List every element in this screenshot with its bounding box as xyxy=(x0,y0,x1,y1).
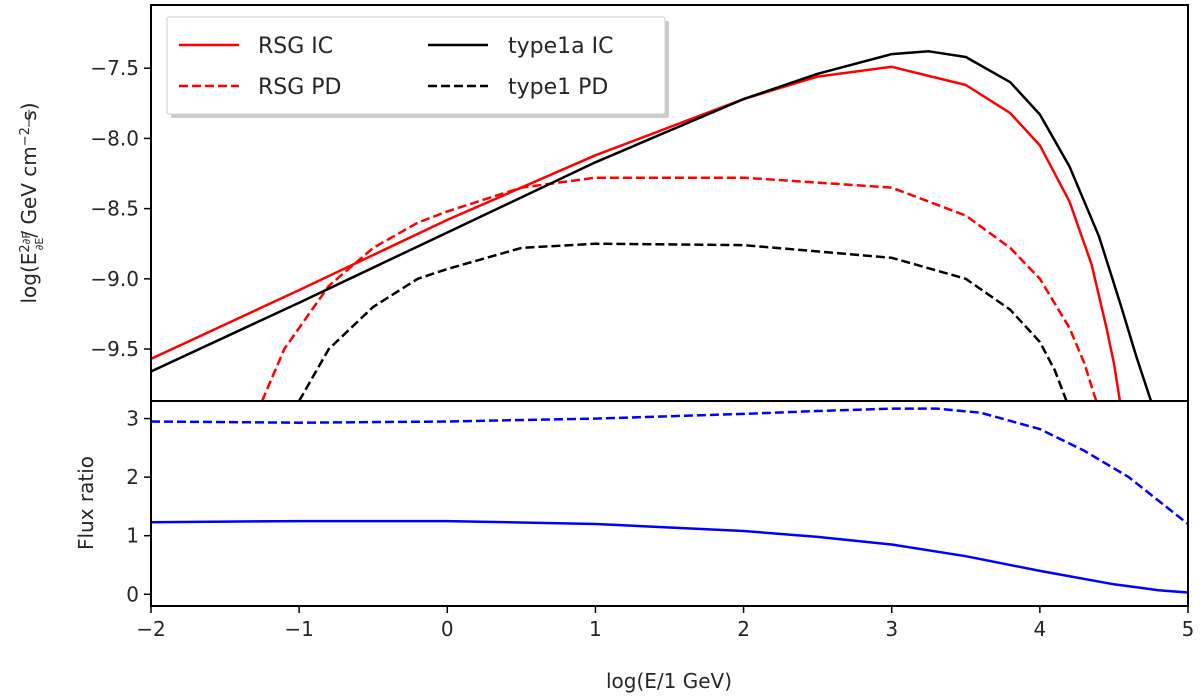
x-tick-label: 2 xyxy=(737,617,750,641)
legend-label-type1a-ic: type1a IC xyxy=(508,34,613,59)
x-tick-label: 1 xyxy=(589,617,602,641)
bottom-x-ticks: −2 −1 0 1 2 3 4 5 xyxy=(136,606,1194,641)
y-tick-label: −9.0 xyxy=(90,267,139,291)
series-ic-ratio xyxy=(150,519,1189,594)
bottom-x-axis-label: log(E/1 GeV) xyxy=(606,669,732,693)
top-y-ticks: −9.5 −9.0 −8.5 −8.0 −7.5 xyxy=(90,56,151,361)
top-series-lines xyxy=(150,50,1153,402)
x-tick-label: 3 xyxy=(885,617,898,641)
legend-label-rsg-ic: RSG IC xyxy=(258,34,333,59)
bottom-axes-frame xyxy=(150,400,1189,607)
legend-box xyxy=(166,16,666,115)
bottom-y-axis-label: Flux ratio xyxy=(74,456,98,550)
y-tick-label: 1 xyxy=(126,524,139,548)
series-type1-pd xyxy=(298,242,1068,402)
x-tick-label: 0 xyxy=(441,617,454,641)
y-tick-label: 3 xyxy=(126,407,139,431)
legend-label-type1-pd: type1 PD xyxy=(508,75,608,100)
bottom-series-lines xyxy=(150,407,1189,594)
y-tick-label: −8.5 xyxy=(90,197,139,221)
legend: RSG IC RSG PD type1a IC type1 PD xyxy=(166,16,669,118)
series-pd-ratio xyxy=(150,407,1189,525)
series-rsg-pd xyxy=(260,176,1098,402)
top-y-axis-label: log(E2∂F∂E/ GeV cm−2 s) xyxy=(17,102,46,303)
x-tick-label: 5 xyxy=(1182,617,1195,641)
bottom-y-ticks: 0 1 2 3 xyxy=(126,407,151,606)
series-rsg-ic xyxy=(150,65,1122,402)
x-tick-label: −1 xyxy=(284,617,313,641)
bottom-panel: 0 1 2 3 −2 −1 0 1 2 3 4 5 Flux ratio log(E/1 GeV) xyxy=(74,400,1194,693)
legend-label-rsg-pd: RSG PD xyxy=(258,75,342,100)
y-tick-label: −9.5 xyxy=(90,337,139,361)
x-tick-label: 4 xyxy=(1033,617,1046,641)
y-tick-label: −8.0 xyxy=(90,126,139,150)
series-type1a-ic xyxy=(150,50,1153,402)
y-tick-label: −7.5 xyxy=(90,56,139,80)
top-panel: −9.5 −9.0 −8.5 −8.0 −7.5 log(E2∂F∂E/ GeV cm−… xyxy=(17,4,1189,402)
x-tick-label: −2 xyxy=(136,617,165,641)
y-tick-label: 0 xyxy=(126,582,139,606)
y-tick-label: 2 xyxy=(126,465,139,489)
